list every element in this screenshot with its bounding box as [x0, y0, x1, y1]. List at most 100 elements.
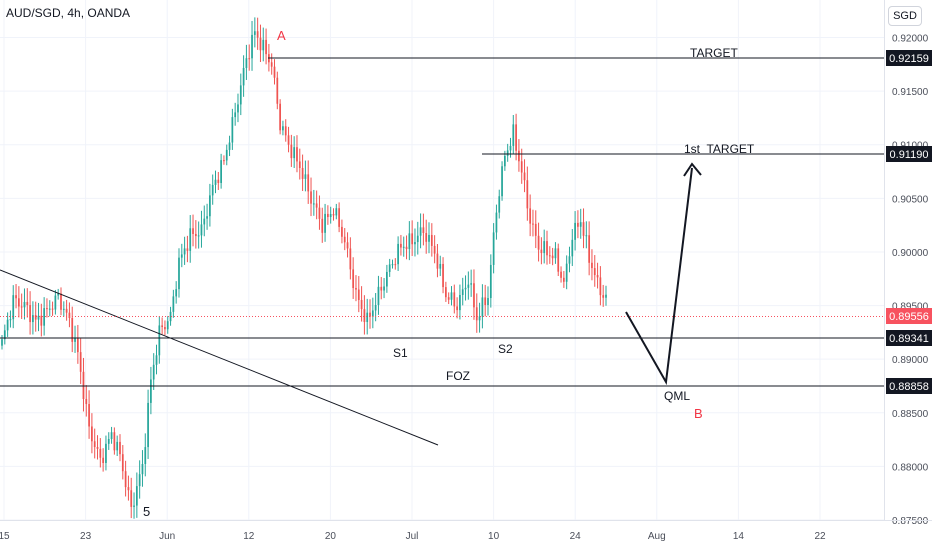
- candle: [554, 242, 557, 264]
- candle-body: [436, 253, 439, 269]
- candle: [82, 357, 85, 412]
- candle: [48, 300, 51, 317]
- candle: [175, 281, 178, 304]
- candle: [127, 475, 130, 501]
- candle: [405, 235, 408, 260]
- candle-body: [391, 264, 394, 266]
- price-tick-label: 0.90500: [892, 194, 929, 205]
- candle: [588, 221, 591, 276]
- candle-body: [473, 283, 475, 308]
- candle: [526, 166, 529, 221]
- candle-body: [515, 124, 517, 151]
- candle-body: [439, 263, 442, 269]
- candle: [478, 302, 481, 333]
- candle-body: [509, 145, 512, 151]
- candle-body: [54, 295, 57, 310]
- candle-body: [206, 216, 208, 219]
- time-axis[interactable]: 15 23 Jun 12 20 Jul 10 24 Aug 14 22: [0, 520, 932, 543]
- candle: [296, 135, 298, 173]
- time-tick-label: 14: [733, 531, 745, 542]
- candle: [402, 236, 405, 257]
- candle: [155, 344, 158, 375]
- candle-body: [335, 208, 338, 216]
- candle-body: [172, 296, 175, 312]
- price-label-target-text: 0.92159: [889, 53, 929, 65]
- candle-body: [380, 286, 383, 291]
- candle-body: [489, 264, 492, 299]
- candle-body: [543, 241, 546, 254]
- candle: [495, 204, 498, 240]
- candle-body: [540, 249, 543, 254]
- candle: [245, 44, 248, 80]
- candle-body: [12, 295, 15, 320]
- candle: [197, 221, 200, 249]
- candle: [433, 235, 436, 264]
- symbol-header[interactable]: AUD/SGD, 4h, OANDA: [6, 6, 131, 20]
- candle-body: [478, 316, 481, 321]
- candle: [312, 189, 315, 216]
- candle-body: [166, 321, 169, 330]
- grid-layer: [0, 0, 884, 521]
- candle: [442, 257, 444, 294]
- candle: [591, 249, 593, 281]
- candle: [534, 210, 537, 249]
- candle: [265, 28, 267, 65]
- candle-body: [506, 150, 509, 156]
- candle-body: [60, 293, 62, 310]
- candle: [605, 285, 607, 306]
- candle: [360, 286, 363, 322]
- candle-body: [192, 228, 194, 234]
- candle: [492, 223, 495, 274]
- candle-body: [228, 142, 231, 150]
- candle-body: [287, 135, 290, 145]
- candle-body: [341, 226, 343, 237]
- candle-body: [591, 262, 593, 269]
- candle: [20, 293, 23, 319]
- trendline[interactable]: [0, 269, 439, 446]
- candle-body: [96, 447, 99, 449]
- candle-body: [17, 298, 20, 307]
- candle: [6, 312, 9, 337]
- candle-body: [386, 271, 388, 287]
- candle-body: [571, 239, 574, 257]
- candle-body: [526, 180, 529, 209]
- candle: [54, 289, 57, 315]
- candle: [200, 210, 203, 248]
- candle-body: [329, 214, 332, 218]
- candle: [91, 413, 93, 454]
- candle-body: [164, 327, 166, 330]
- candle: [414, 228, 416, 257]
- candle: [183, 236, 186, 265]
- candle: [26, 288, 29, 318]
- candle: [105, 435, 107, 471]
- candle-body: [279, 103, 281, 131]
- candle: [557, 243, 560, 276]
- candle-body: [518, 150, 520, 162]
- candle: [130, 477, 133, 519]
- candle-body: [217, 179, 220, 183]
- candle: [166, 316, 169, 334]
- candle: [138, 460, 141, 499]
- price-label-current-text: 0.89556: [889, 311, 929, 323]
- candle: [582, 208, 585, 249]
- candle-body: [46, 308, 48, 310]
- candle-body: [487, 298, 489, 305]
- candle: [99, 438, 102, 468]
- time-tick-label: Jun: [159, 531, 175, 542]
- candle-body: [211, 184, 214, 196]
- candle-body: [349, 248, 352, 270]
- candle: [307, 160, 310, 204]
- annotation-qml: QML: [664, 389, 690, 403]
- time-tick-label: 20: [325, 531, 337, 542]
- candle: [400, 234, 402, 256]
- candle: [321, 207, 324, 243]
- currency-badge[interactable]: SGD: [888, 6, 922, 26]
- candle: [453, 284, 456, 314]
- price-axis[interactable]: 0.920000.915000.910000.905000.900000.895…: [884, 0, 929, 527]
- candle-body: [200, 224, 203, 236]
- candle-body: [197, 235, 200, 237]
- candle-body: [82, 371, 85, 399]
- candle-body: [29, 305, 31, 323]
- projection-path[interactable]: [625, 167, 693, 386]
